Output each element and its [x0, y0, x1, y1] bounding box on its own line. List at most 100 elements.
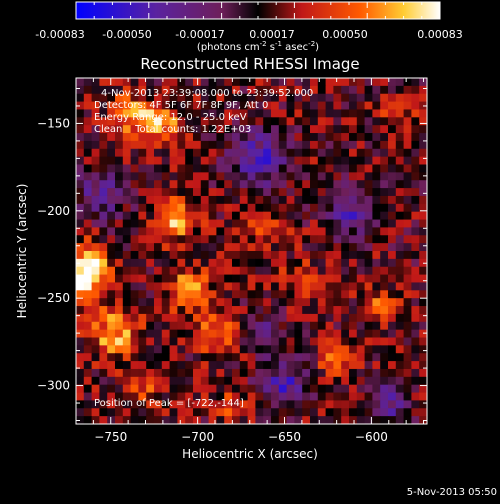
- heatmap-cell: [76, 203, 85, 213]
- heatmap-cell: [193, 85, 202, 95]
- heatmap-cell: [115, 251, 124, 260]
- heatmap-cell: [317, 408, 326, 417]
- heatmap-cell: [302, 258, 311, 268]
- heatmap-cell: [263, 368, 272, 378]
- heatmap-cell: [208, 235, 217, 244]
- heatmap-cell: [122, 85, 131, 95]
- heatmap-cell: [356, 313, 365, 323]
- heatmap-cell: [271, 282, 280, 291]
- heatmap-cell: [247, 290, 256, 299]
- heatmap-cell: [349, 337, 358, 346]
- heatmap-cell: [317, 164, 326, 173]
- heatmap-cell: [76, 337, 85, 346]
- heatmap-cell: [169, 337, 178, 346]
- heatmap-cell: [115, 227, 124, 236]
- heatmap-cell: [224, 306, 233, 315]
- heatmap-cell: [419, 227, 427, 236]
- heatmap-cell: [216, 219, 225, 228]
- heatmap-cell: [310, 227, 319, 236]
- heatmap-cell: [107, 337, 116, 346]
- heatmap-cell: [341, 227, 350, 236]
- heatmap-cell: [107, 188, 116, 197]
- heatmap-cell: [107, 109, 116, 118]
- heatmap-cell: [154, 93, 163, 102]
- heatmap-cell: [388, 306, 397, 315]
- heatmap-cell: [411, 243, 420, 252]
- heatmap-cell: [255, 188, 264, 197]
- heatmap-cell: [388, 298, 397, 307]
- heatmap-cell: [380, 368, 389, 378]
- heatmap-cell: [130, 156, 139, 165]
- heatmap-cell: [138, 266, 147, 275]
- heatmap-cell: [146, 211, 155, 220]
- heatmap-cell: [364, 361, 373, 370]
- heatmap-cell: [356, 156, 365, 165]
- heatmap-cell: [388, 329, 397, 338]
- heatmap-cell: [146, 85, 155, 95]
- heatmap-cell: [239, 376, 248, 386]
- heatmap-cell: [177, 408, 186, 417]
- heatmap-cell: [255, 172, 264, 181]
- heatmap-cell: [411, 258, 420, 268]
- heatmap-cell: [130, 109, 139, 118]
- heatmap-cell: [294, 93, 303, 102]
- heatmap-cell: [99, 195, 108, 205]
- heatmap-cell: [169, 345, 178, 354]
- heatmap-cell: [325, 219, 334, 228]
- heatmap-cell: [76, 306, 85, 315]
- heatmap-cell: [294, 345, 303, 354]
- heatmap-cell: [302, 282, 311, 291]
- heatmap-cell: [380, 298, 389, 307]
- heatmap-cell: [372, 408, 381, 417]
- heatmap-cell: [380, 384, 389, 393]
- heatmap-cell: [310, 376, 319, 386]
- unit-exp-1: -2: [260, 40, 267, 48]
- heatmap-cell: [208, 290, 217, 299]
- heatmap-cell: [333, 243, 342, 252]
- heatmap-cell: [224, 345, 233, 354]
- heatmap-cell: [161, 148, 170, 158]
- heatmap-cell: [419, 109, 427, 118]
- heatmap-cell: [286, 290, 295, 299]
- heatmap-cell: [317, 156, 326, 165]
- heatmap-cell: [224, 313, 233, 323]
- heatmap-cell: [99, 313, 108, 323]
- heatmap-cell: [177, 156, 186, 165]
- heatmap-cell: [216, 384, 225, 393]
- heatmap-cell: [255, 337, 264, 346]
- heatmap-cell: [99, 109, 108, 118]
- heatmap-cell: [364, 243, 373, 252]
- heatmap-cell: [107, 125, 116, 134]
- heatmap-cell: [146, 188, 155, 197]
- heatmap-cell: [232, 180, 241, 189]
- heatmap-cell: [380, 235, 389, 244]
- heatmap-cell: [83, 148, 92, 158]
- heatmap-cell: [107, 274, 116, 283]
- heatmap-cell: [239, 195, 248, 205]
- heatmap-cell: [388, 219, 397, 228]
- heatmap-cell: [372, 172, 381, 181]
- heatmap-cell: [130, 266, 139, 275]
- heatmap-cell: [271, 251, 280, 260]
- heatmap-cell: [232, 195, 241, 205]
- heatmap-cell: [349, 329, 358, 338]
- heatmap-cell: [247, 93, 256, 102]
- y-tick-label: −150: [37, 116, 70, 130]
- heatmap-cell: [317, 188, 326, 197]
- heatmap-cell: [302, 376, 311, 386]
- heatmap-cell: [419, 384, 427, 393]
- heatmap-cell: [419, 321, 427, 331]
- heatmap-cell: [419, 180, 427, 189]
- heatmap-cell: [380, 361, 389, 370]
- heatmap-cell: [99, 290, 108, 299]
- heatmap-cell: [193, 156, 202, 165]
- energy-range-annotation: Energy Range: 12.0 - 25.0 keV: [94, 112, 247, 123]
- unit-part-1: (photons cm: [197, 42, 260, 53]
- heatmap-cell: [146, 313, 155, 323]
- heatmap-cell: [99, 361, 108, 370]
- heatmap-cell: [286, 368, 295, 378]
- heatmap-cell: [76, 416, 85, 424]
- heatmap-cell: [364, 219, 373, 228]
- heatmap-cell: [154, 251, 163, 260]
- heatmap-cell: [76, 368, 85, 378]
